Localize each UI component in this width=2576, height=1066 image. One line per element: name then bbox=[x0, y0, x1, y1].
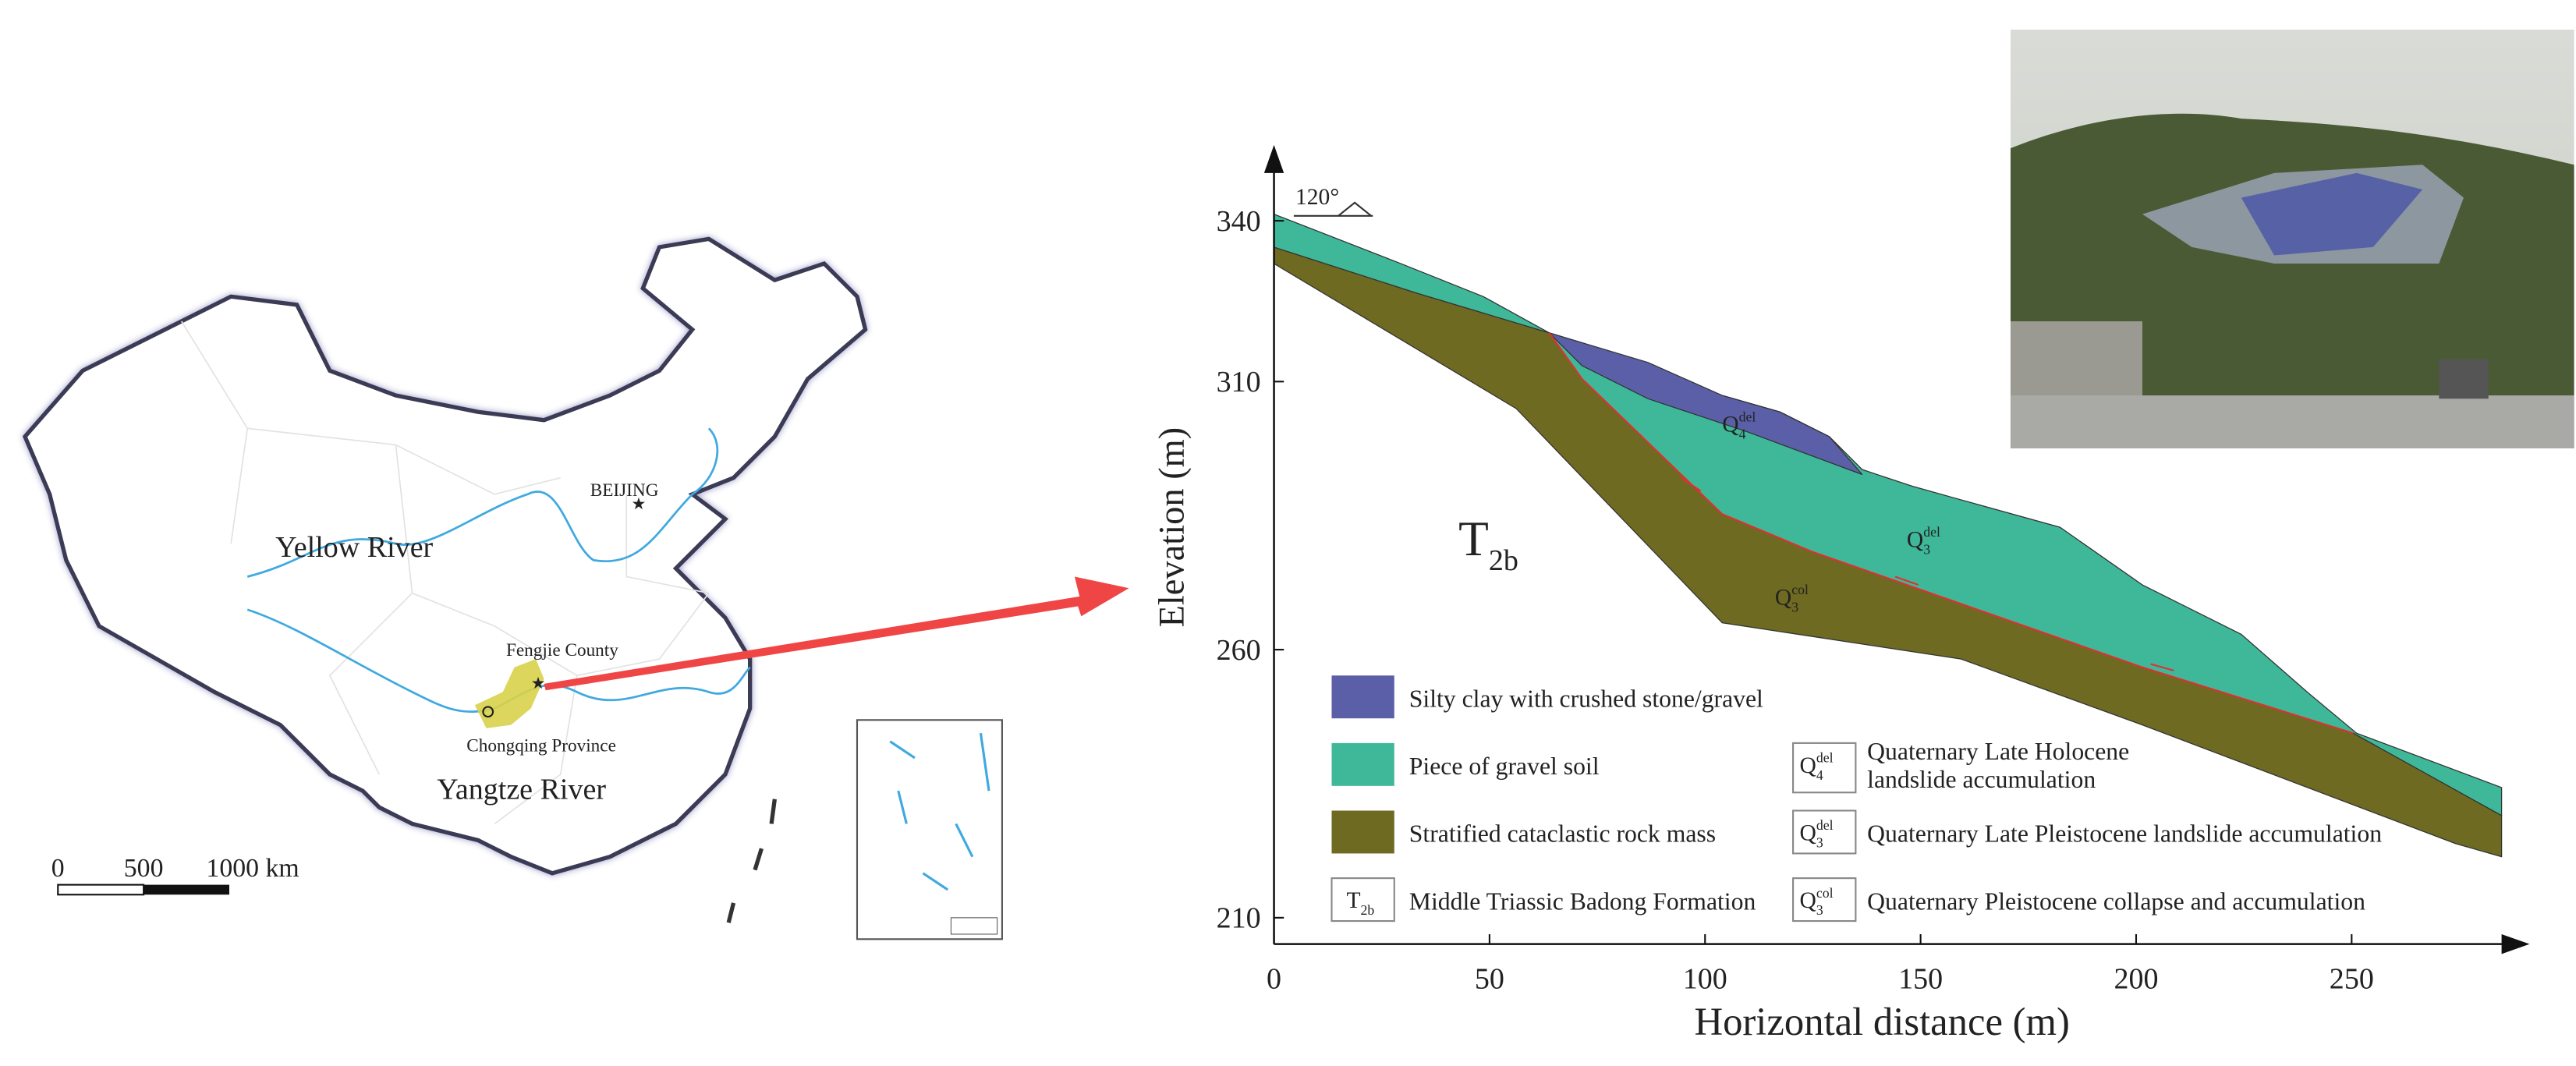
symbol-sub: 2b bbox=[1489, 544, 1518, 577]
symbol-base: Q bbox=[1907, 527, 1923, 552]
river-label: Yangtze River bbox=[437, 774, 606, 806]
symbol-base: T bbox=[1347, 888, 1361, 913]
province-borders bbox=[181, 321, 710, 825]
city-label: BEIJING bbox=[590, 480, 659, 501]
pointer-arrow bbox=[544, 576, 1129, 691]
county-label: Fengjie County bbox=[506, 640, 618, 660]
legend-box bbox=[1792, 742, 1857, 794]
x-tick-label: 50 bbox=[1475, 963, 1504, 996]
symbol-sup: del bbox=[1816, 817, 1834, 833]
river-label: Yellow River bbox=[275, 531, 433, 564]
orientation-symbol bbox=[1293, 201, 1373, 217]
site-photo bbox=[2010, 30, 2574, 448]
legend-swatch bbox=[1331, 810, 1394, 854]
symbol-sub: 4 bbox=[1816, 767, 1823, 783]
symbol-sup: col bbox=[1816, 885, 1834, 901]
x-axis-label: Horizontal distance (m) bbox=[1694, 1000, 2069, 1043]
scale-label: 500 bbox=[124, 854, 164, 883]
legend-text: Piece of gravel soil bbox=[1409, 753, 1600, 780]
y-tick-label: 260 bbox=[1217, 634, 1261, 667]
province-label: Chongqing Province bbox=[466, 735, 616, 756]
chongqing-marker bbox=[482, 706, 494, 718]
y-tick-label: 340 bbox=[1217, 205, 1261, 238]
scale-bar-white bbox=[57, 884, 145, 896]
symbol-sup: col bbox=[1791, 582, 1809, 597]
layer-label: Q3 col bbox=[1775, 582, 1809, 614]
legend-text: Quaternary Late Holocene bbox=[1867, 738, 2129, 765]
legend-symbol: Q3del bbox=[1800, 817, 1834, 850]
legend-symbol: T2b bbox=[1347, 888, 1375, 918]
cross-section: 120° Elevation (m) Horizontal distance (… bbox=[1152, 144, 2530, 1043]
legend-text: landslide accumulation bbox=[1867, 766, 2096, 793]
y-axis-label: Elevation (m) bbox=[1152, 427, 1192, 628]
layer-label: Q4 del bbox=[1722, 409, 1756, 441]
symbol-sup: del bbox=[1923, 524, 1940, 540]
legend-box bbox=[1331, 877, 1395, 923]
legend-swatch bbox=[1331, 675, 1394, 719]
legend-symbol: Q4del bbox=[1800, 750, 1834, 783]
symbol-base: Q bbox=[1775, 585, 1791, 610]
x-tick-label: 150 bbox=[1898, 963, 1943, 996]
layer-label: Q3del bbox=[1907, 524, 1940, 557]
symbol-sup: del bbox=[1739, 409, 1756, 424]
legend-text: Quaternary Pleistocene collapse and accu… bbox=[1867, 887, 2365, 915]
symbol-base: Q bbox=[1800, 821, 1816, 846]
x-tick-label: 250 bbox=[2330, 963, 2374, 996]
beijing-marker: ★ bbox=[632, 494, 647, 513]
yellow-river bbox=[246, 427, 719, 578]
scale-label: 1000 km bbox=[206, 854, 299, 883]
symbol-base: Q bbox=[1800, 753, 1816, 778]
legend-box bbox=[1792, 877, 1857, 923]
x-tick-label: 100 bbox=[1683, 963, 1727, 996]
map: ★ ★ 0 500 1000 km Yellow River BEIJING F… bbox=[22, 236, 1129, 940]
boundary-dashes bbox=[726, 799, 777, 923]
x-axis-arrow bbox=[2501, 933, 2530, 954]
slip-arrows bbox=[1680, 476, 2174, 671]
symbol-sub: 3 bbox=[1791, 599, 1798, 614]
inset-legend bbox=[950, 917, 998, 935]
legend-text: Middle Triassic Badong Formation bbox=[1409, 887, 1756, 915]
inset-islands bbox=[889, 732, 990, 891]
symbol-sub: 2b bbox=[1361, 902, 1375, 918]
scale-label: 0 bbox=[51, 854, 65, 883]
symbol-sub: 4 bbox=[1739, 426, 1746, 441]
y-tick-label: 310 bbox=[1217, 366, 1261, 398]
legend-box bbox=[1792, 809, 1857, 855]
legend-symbol: Q3col bbox=[1800, 885, 1834, 918]
y-axis-arrow bbox=[1263, 144, 1284, 173]
x-tick-label: 0 bbox=[1267, 963, 1281, 996]
symbol-base: T bbox=[1458, 512, 1489, 566]
orientation-label: 120° bbox=[1295, 185, 1339, 210]
south-china-sea-inset bbox=[856, 719, 1003, 940]
y-tick-label: 210 bbox=[1217, 902, 1261, 935]
slip-surface bbox=[1548, 332, 2354, 735]
fengjie-marker: ★ bbox=[531, 674, 546, 692]
legend-text: Stratified cataclastic rock mass bbox=[1409, 820, 1716, 848]
legend-text: Quaternary Late Pleistocene landslide ac… bbox=[1867, 820, 2382, 848]
x-tick-label: 200 bbox=[2114, 963, 2158, 996]
symbol-sub: 3 bbox=[1816, 834, 1823, 850]
symbol-sup: del bbox=[1816, 750, 1834, 766]
silty-clay-layer bbox=[1548, 332, 1863, 476]
legend-swatch bbox=[1331, 742, 1394, 786]
symbol-sub: 3 bbox=[1816, 902, 1823, 918]
legend-text: Silty clay with crushed stone/gravel bbox=[1409, 685, 1763, 712]
symbol-sub: 3 bbox=[1923, 541, 1930, 557]
formation-label: T2b bbox=[1458, 512, 1518, 577]
symbol-base: Q bbox=[1722, 413, 1738, 437]
symbol-base: Q bbox=[1800, 888, 1816, 913]
scale-bar-black bbox=[144, 884, 230, 895]
